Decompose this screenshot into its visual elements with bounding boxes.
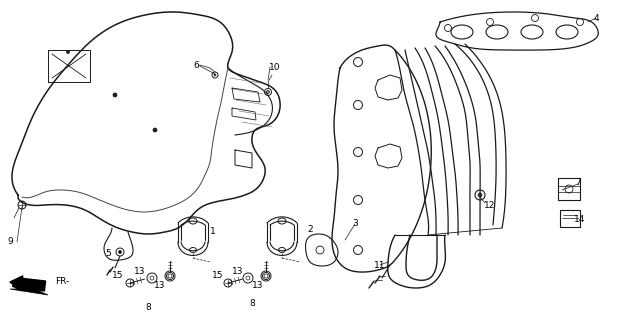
Text: 3: 3	[352, 220, 358, 228]
Text: 10: 10	[269, 62, 281, 71]
Text: 15: 15	[112, 271, 124, 281]
Circle shape	[478, 193, 482, 197]
Text: 4: 4	[593, 13, 599, 22]
Circle shape	[266, 91, 269, 93]
Text: 12: 12	[485, 201, 496, 210]
Text: FR-: FR-	[55, 277, 69, 286]
Circle shape	[67, 51, 69, 53]
FancyArrow shape	[10, 276, 46, 291]
Text: 1: 1	[210, 228, 216, 236]
Text: 6: 6	[193, 60, 199, 69]
Circle shape	[119, 251, 122, 253]
Text: 13: 13	[232, 268, 243, 276]
Text: 5: 5	[105, 250, 111, 259]
Text: 8: 8	[249, 299, 255, 308]
Text: 9: 9	[7, 237, 13, 246]
Text: 13: 13	[134, 268, 146, 276]
Text: 7: 7	[575, 178, 581, 187]
Circle shape	[113, 93, 117, 97]
Text: 13: 13	[252, 281, 264, 290]
Circle shape	[153, 128, 157, 132]
Polygon shape	[10, 285, 48, 295]
Text: 15: 15	[212, 271, 224, 281]
Text: 14: 14	[574, 215, 586, 225]
Text: 2: 2	[307, 226, 313, 235]
Text: 8: 8	[145, 303, 151, 313]
Circle shape	[214, 74, 216, 76]
Text: 13: 13	[154, 281, 166, 290]
Text: 11: 11	[375, 260, 386, 269]
